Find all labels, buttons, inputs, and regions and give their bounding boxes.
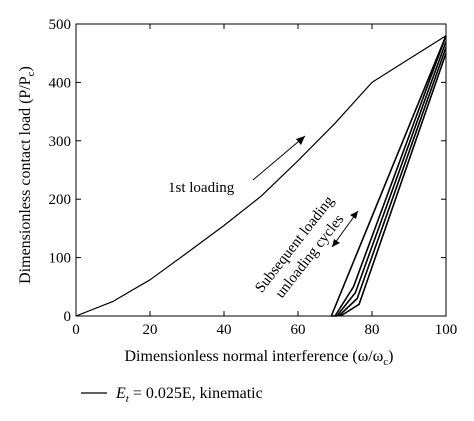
x-axis-label: Dimensionless normal interference (ω/ωc) xyxy=(125,348,394,368)
annotation-first-loading: 1st loading xyxy=(168,180,235,196)
series-line-cycle-5 xyxy=(330,35,447,317)
y-tick-label: 100 xyxy=(49,251,72,267)
legend-label: Et = 0.025E, kinematic xyxy=(115,385,263,405)
first-loading-arrowhead xyxy=(296,136,305,145)
first-loading-arrow-line xyxy=(252,135,306,181)
y-tick-label: 400 xyxy=(49,75,72,91)
cycles-arrowhead-up xyxy=(350,211,358,219)
x-tick-label: 20 xyxy=(143,322,158,338)
x-tick-label: 40 xyxy=(217,322,232,338)
cycles-arrowhead-down xyxy=(332,239,340,247)
series-line-cycle-3 xyxy=(338,47,447,317)
y-tick-label: 200 xyxy=(49,192,72,208)
plot-frame xyxy=(75,23,447,317)
x-tick-label: 100 xyxy=(435,322,458,338)
series-line-cycle-1 xyxy=(334,35,447,317)
y-tick-label: 0 xyxy=(64,309,72,325)
y-tick-label: 500 xyxy=(49,17,72,33)
x-tick-label: 80 xyxy=(365,322,380,338)
series-line-cycle-4 xyxy=(340,52,447,317)
x-axis-ticks: 0 20 40 60 80 100 xyxy=(72,24,457,338)
series-line-first-loading xyxy=(75,35,447,317)
y-axis-ticks: 0 100 200 300 400 500 xyxy=(49,17,446,325)
y-axis-label: Dimensionless contact load (P/Pc) xyxy=(17,66,37,284)
y-tick-label: 300 xyxy=(49,134,72,150)
series-line-cycle-2 xyxy=(336,41,447,317)
x-tick-label: 0 xyxy=(72,322,80,338)
x-tick-label: 60 xyxy=(291,322,306,338)
